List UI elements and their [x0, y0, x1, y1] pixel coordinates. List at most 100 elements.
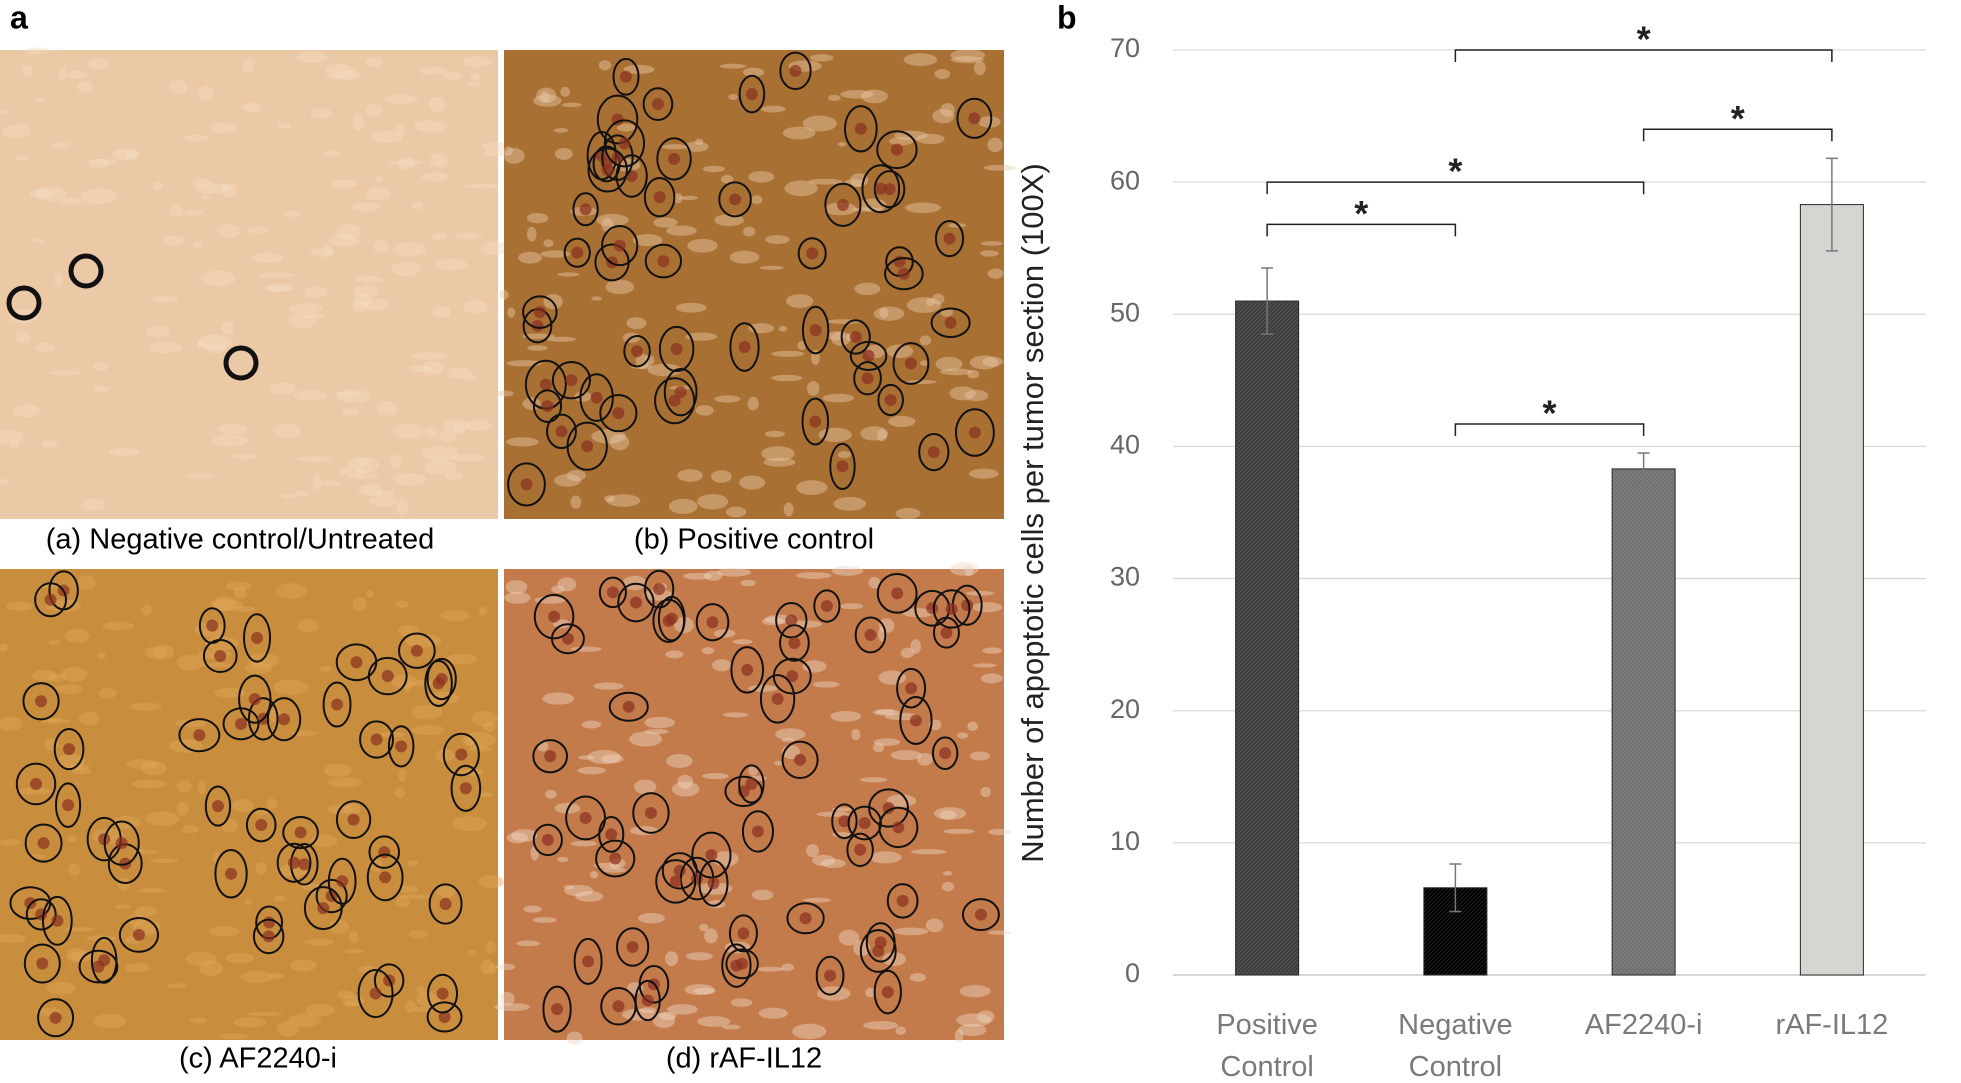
cell-marker — [932, 589, 971, 629]
tissue-texture — [424, 460, 457, 476]
significance-label: * — [1637, 19, 1651, 60]
image-caption: (d) rAF-IL12 — [666, 1043, 822, 1075]
cell — [943, 232, 956, 245]
tissue-texture — [966, 590, 995, 596]
tissue-texture — [964, 389, 989, 402]
tissue-texture — [407, 860, 419, 867]
tissue-texture — [876, 709, 895, 715]
cell — [940, 626, 953, 639]
tissue-texture — [982, 647, 1003, 654]
tissue-texture — [808, 178, 843, 185]
cell — [606, 586, 619, 599]
tissue-texture — [162, 235, 185, 246]
tissue-texture — [145, 811, 180, 827]
tissue-texture — [323, 244, 334, 258]
tissue-texture — [967, 369, 980, 379]
tissue-texture — [905, 202, 941, 214]
tissue-texture — [288, 1013, 322, 1028]
tissue-texture — [609, 434, 630, 451]
tissue-texture — [78, 711, 100, 726]
tissue-texture — [750, 195, 763, 205]
tissue-texture — [169, 79, 187, 95]
tissue-texture — [560, 86, 570, 97]
tissue-texture — [533, 94, 562, 107]
tissue-texture — [47, 673, 67, 682]
tissue-texture — [34, 98, 46, 103]
cell — [555, 425, 568, 438]
tissue-texture — [536, 87, 557, 103]
cell — [539, 378, 552, 391]
tissue-texture — [644, 716, 675, 729]
tissue-texture — [67, 863, 81, 876]
significance-label: * — [1354, 193, 1368, 234]
tissue-texture — [494, 1003, 531, 1011]
cell — [381, 670, 394, 683]
cell-marker — [831, 803, 858, 840]
tissue-texture — [503, 148, 525, 164]
tissue-texture — [446, 367, 473, 379]
tissue-texture — [593, 862, 620, 869]
cell — [618, 137, 631, 150]
cell-marker — [507, 462, 546, 507]
tissue-texture — [394, 787, 406, 799]
tissue-texture — [198, 334, 232, 350]
tissue-texture — [802, 660, 827, 673]
tissue-texture — [224, 952, 255, 964]
tissue-texture — [575, 890, 604, 902]
cell-marker — [654, 377, 696, 425]
tissue-texture — [827, 331, 845, 341]
tissue-texture — [775, 728, 806, 741]
tissue-texture — [124, 962, 150, 973]
cell-marker — [718, 181, 752, 218]
tissue-texture — [377, 401, 398, 416]
tissue-texture — [469, 746, 493, 752]
tissue-texture — [98, 687, 117, 699]
cell — [968, 112, 981, 125]
tissue-texture — [697, 1016, 731, 1027]
tissue-texture — [556, 856, 569, 862]
tissue-texture — [462, 56, 493, 68]
cell — [579, 811, 592, 824]
cell — [668, 394, 681, 407]
cell — [794, 753, 807, 766]
tissue-texture — [980, 250, 999, 257]
cell — [620, 70, 633, 83]
cell-marker — [522, 295, 558, 329]
cell-marker — [15, 762, 57, 806]
cell-marker — [551, 360, 591, 400]
cell — [927, 446, 940, 459]
cell — [707, 877, 720, 890]
cell-marker — [657, 595, 686, 642]
tissue-texture — [388, 159, 422, 165]
tissue-texture — [0, 838, 21, 846]
tissue-texture — [365, 187, 392, 201]
tissue-texture — [397, 157, 416, 170]
tissue-texture — [671, 781, 700, 797]
cell-marker — [956, 97, 993, 139]
cell — [858, 817, 871, 830]
tissue-texture — [405, 634, 442, 648]
tissue-texture — [483, 150, 509, 157]
cell — [541, 833, 554, 846]
tissue-texture — [342, 408, 359, 416]
cell — [785, 614, 798, 627]
cell-marker — [327, 857, 357, 905]
cell-marker — [368, 835, 401, 869]
tissue-texture — [323, 763, 352, 777]
tissue-texture — [351, 202, 381, 212]
tissue-texture — [305, 1003, 335, 1016]
cell — [63, 743, 76, 756]
tissue-texture — [41, 440, 58, 448]
tissue-texture — [764, 430, 785, 438]
cell — [62, 799, 75, 812]
cell-marker — [598, 576, 627, 609]
tissue-texture — [878, 618, 895, 634]
tissue-texture — [303, 314, 324, 319]
tissue-texture — [176, 801, 189, 816]
significance-label: * — [1542, 392, 1556, 433]
tissue-texture — [77, 575, 96, 591]
cell — [613, 239, 626, 252]
tissue-texture — [259, 272, 295, 278]
tissue-texture — [771, 350, 805, 357]
tissue-texture — [334, 70, 362, 81]
